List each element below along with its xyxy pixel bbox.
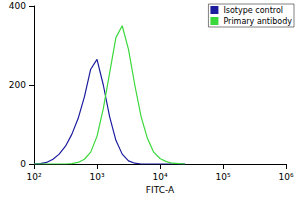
svg-text:400: 400 [9,1,26,11]
svg-text:Isotype control: Isotype control [223,6,283,15]
svg-text:10⁶: 10⁶ [278,172,293,182]
svg-text:10²: 10² [26,172,41,182]
svg-text:FITC-A: FITC-A [146,185,175,195]
svg-text:10⁴: 10⁴ [152,172,167,182]
svg-text:10⁵: 10⁵ [215,172,230,182]
svg-text:0: 0 [20,159,26,169]
svg-text:Primary antibody: Primary antibody [223,17,292,26]
svg-text:200: 200 [9,80,26,90]
svg-text:10³: 10³ [89,172,104,182]
